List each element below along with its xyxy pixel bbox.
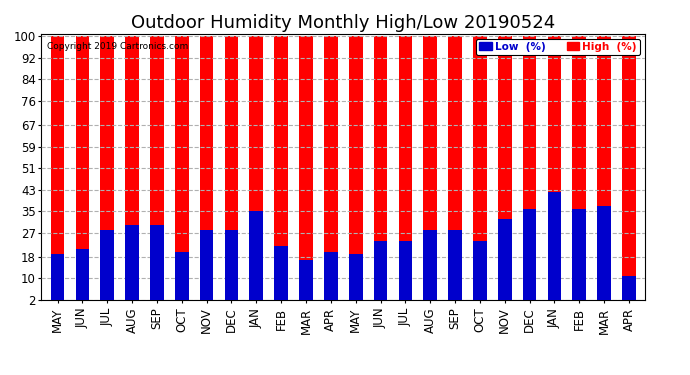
Bar <box>523 209 536 305</box>
Bar <box>76 36 89 305</box>
Text: Copyright 2019 Cartronics.com: Copyright 2019 Cartronics.com <box>48 42 188 51</box>
Bar <box>101 36 114 305</box>
Bar <box>374 241 387 305</box>
Bar <box>126 36 139 305</box>
Bar <box>622 276 635 305</box>
Bar <box>498 219 511 305</box>
Bar <box>424 230 437 305</box>
Bar <box>200 36 213 305</box>
Title: Outdoor Humidity Monthly High/Low 20190524: Outdoor Humidity Monthly High/Low 201905… <box>131 14 555 32</box>
Bar <box>76 249 89 305</box>
Bar <box>51 36 64 305</box>
Bar <box>150 225 164 305</box>
Bar <box>51 254 64 305</box>
Bar <box>473 241 486 305</box>
Bar <box>150 36 164 305</box>
Bar <box>399 241 412 305</box>
Bar <box>275 36 288 305</box>
Bar <box>448 230 462 305</box>
Bar <box>175 252 188 305</box>
Bar <box>324 36 337 305</box>
Bar <box>299 260 313 305</box>
Bar <box>250 211 263 305</box>
Bar <box>200 230 213 305</box>
Bar <box>548 36 561 305</box>
Bar <box>126 225 139 305</box>
Bar <box>299 36 313 305</box>
Bar <box>573 209 586 305</box>
Bar <box>598 36 611 305</box>
Bar <box>175 36 188 305</box>
Bar <box>622 36 635 305</box>
Bar <box>448 36 462 305</box>
Legend: Low  (%), High  (%): Low (%), High (%) <box>476 39 640 55</box>
Bar <box>548 192 561 305</box>
Bar <box>275 246 288 305</box>
Bar <box>523 36 536 305</box>
Bar <box>101 230 114 305</box>
Bar <box>225 230 238 305</box>
Bar <box>225 36 238 305</box>
Bar <box>399 36 412 305</box>
Bar <box>573 36 586 305</box>
Bar <box>424 36 437 305</box>
Bar <box>349 254 362 305</box>
Bar <box>374 36 387 305</box>
Bar <box>473 36 486 305</box>
Bar <box>598 206 611 305</box>
Bar <box>324 252 337 305</box>
Bar <box>250 36 263 305</box>
Bar <box>349 36 362 305</box>
Bar <box>498 36 511 305</box>
